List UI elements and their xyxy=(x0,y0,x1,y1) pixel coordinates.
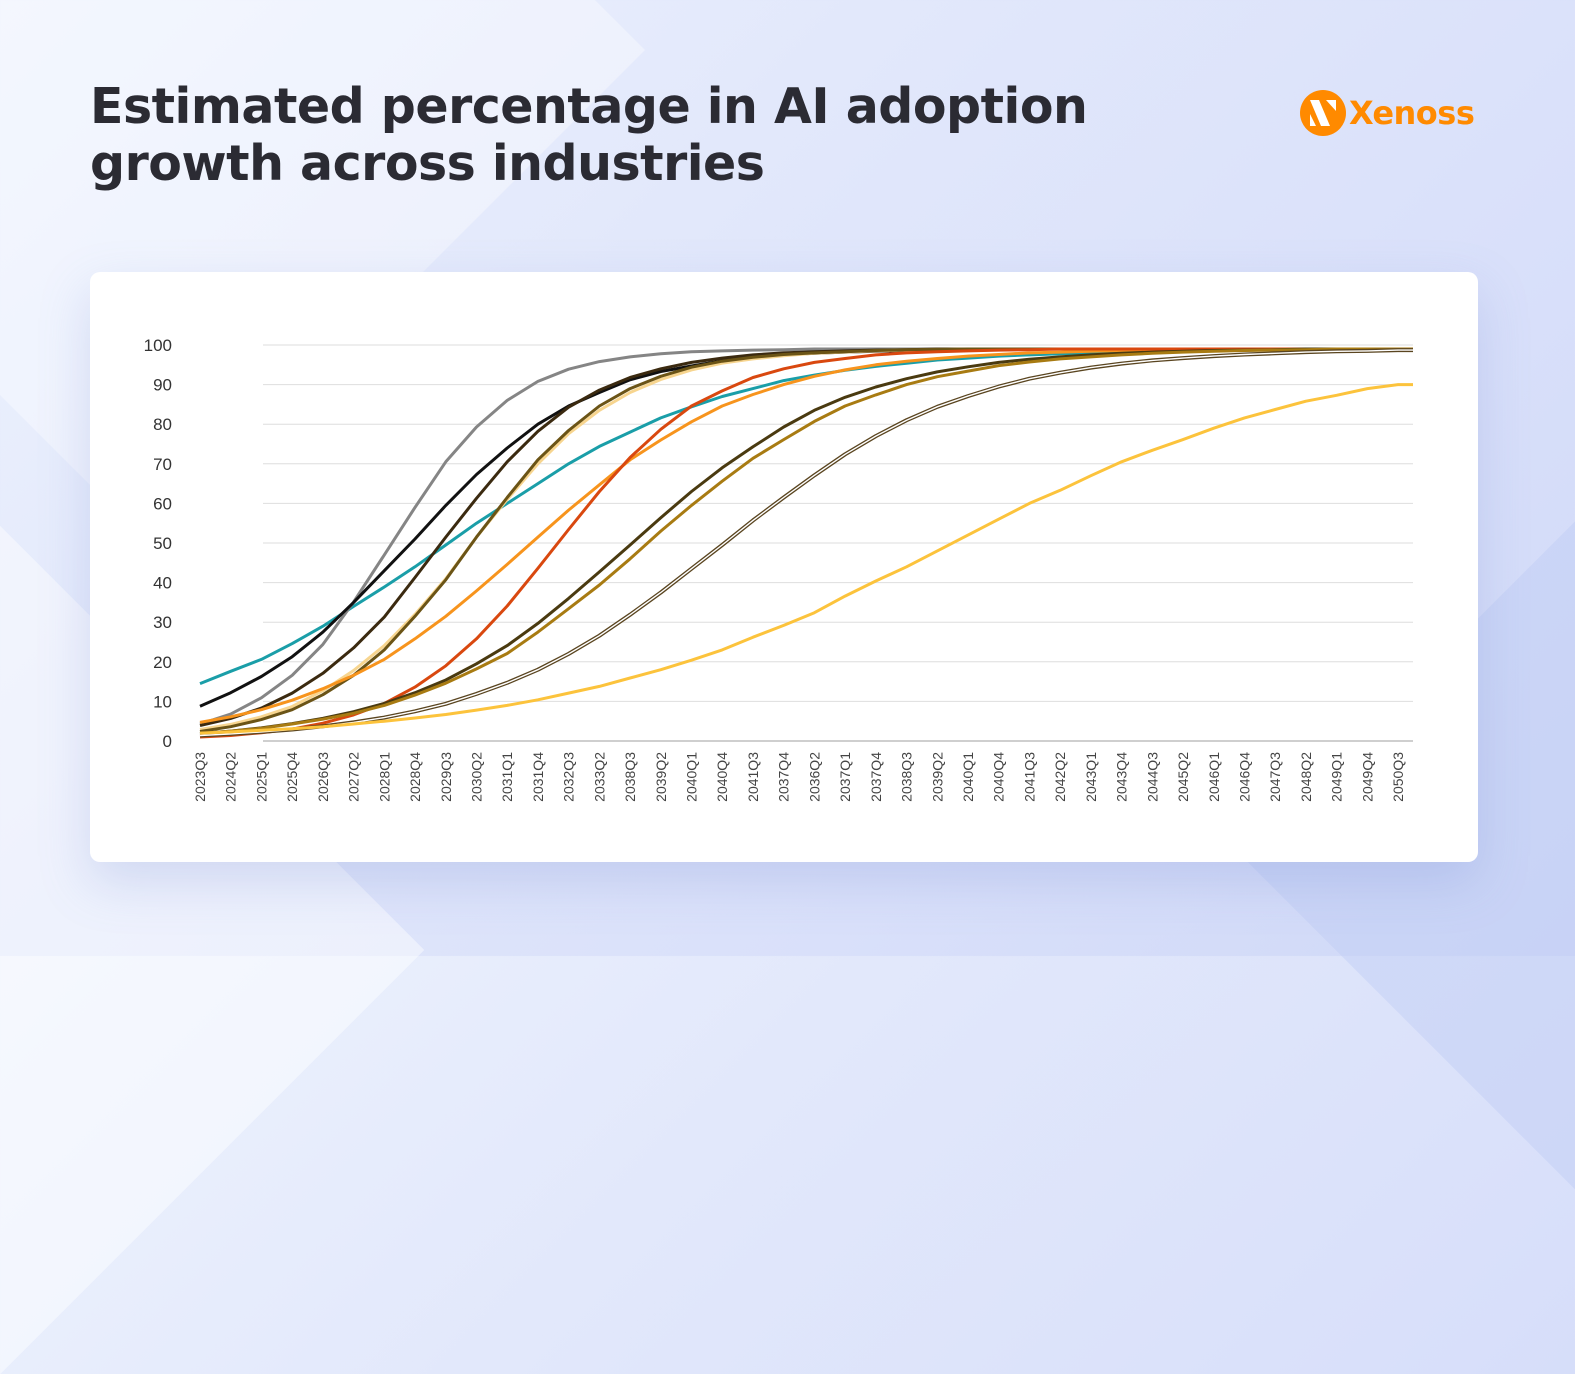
x-tick-label: 2037Q4 xyxy=(776,752,792,802)
series-line-inner xyxy=(199,349,1413,737)
x-tick-label: 2050Q3 xyxy=(1390,752,1406,802)
series-line xyxy=(199,347,1413,724)
x-tick-label: 2029Q3 xyxy=(438,752,454,802)
y-tick-label: 70 xyxy=(153,455,172,474)
x-tick-label: 2042Q2 xyxy=(1052,752,1068,802)
chart-card xyxy=(90,272,1478,862)
x-tick-label: 2028Q4 xyxy=(407,752,423,802)
x-tick-label: 2046Q4 xyxy=(1236,752,1252,802)
x-tick-label: 2030Q2 xyxy=(468,752,484,802)
series-line xyxy=(199,347,1413,685)
x-tick-label: 2040Q4 xyxy=(991,752,1007,802)
x-tick-label: 2043Q1 xyxy=(1083,752,1099,802)
series-line xyxy=(199,347,1413,735)
title-line-2: growth across industries xyxy=(90,135,765,192)
series-line xyxy=(199,383,1413,735)
x-tick-label: 2040Q1 xyxy=(684,752,700,802)
x-tick-label: 2043Q4 xyxy=(1114,752,1130,802)
x-tick-label: 2041Q3 xyxy=(745,752,761,802)
y-tick-label: 80 xyxy=(153,415,172,434)
series-line xyxy=(199,347,1413,735)
x-tick-label: 2049Q1 xyxy=(1329,752,1345,802)
x-tick-label: 2023Q3 xyxy=(192,752,208,802)
y-tick-label: 90 xyxy=(153,376,172,395)
gridlines xyxy=(263,344,1413,742)
y-tick-label: 20 xyxy=(153,653,172,672)
x-tick-label: 2046Q1 xyxy=(1206,752,1222,802)
x-axis-ticks: 2023Q3 2024Q2 2025Q1 2025Q4 2026Q3 2027Q2 2028… xyxy=(192,752,1406,802)
x-tick-label: 2026Q3 xyxy=(315,752,331,802)
x-tick-label: 2048Q2 xyxy=(1298,752,1314,802)
y-tick-label: 60 xyxy=(153,494,172,513)
x-tick-label: 2049Q4 xyxy=(1359,752,1375,802)
x-tick-label: 2038Q3 xyxy=(899,752,915,802)
y-tick-label: 100 xyxy=(144,336,172,355)
series-line xyxy=(199,347,1413,733)
y-tick-label: 10 xyxy=(153,692,172,711)
line-chart: 0 10 20 30 40 50 60 70 80 90 100 2023Q3 2024Q2 2025Q… xyxy=(144,336,1413,802)
logo-text: Xenoss xyxy=(1349,94,1475,132)
xenoss-logo-icon xyxy=(1300,90,1346,136)
title-line-1: Estimated percentage in AI adoption xyxy=(90,78,1088,135)
series-line xyxy=(199,347,1413,731)
series-line xyxy=(199,347,1413,726)
x-tick-label: 2032Q3 xyxy=(561,752,577,802)
x-tick-label: 2044Q3 xyxy=(1144,752,1160,802)
y-tick-label: 30 xyxy=(153,613,172,632)
x-tick-label: 2038Q3 xyxy=(622,752,638,802)
x-tick-label: 2033Q2 xyxy=(591,752,607,802)
y-tick-label: 50 xyxy=(153,534,172,553)
y-axis-ticks: 0 10 20 30 40 50 60 70 80 90 100 xyxy=(144,336,172,751)
x-tick-label: 2037Q1 xyxy=(837,752,853,802)
page-title: Estimated percentage in AI adoption grow… xyxy=(90,78,1140,192)
x-tick-label: 2041Q3 xyxy=(1021,752,1037,802)
x-tick-label: 2031Q4 xyxy=(530,752,546,802)
x-tick-label: 2031Q1 xyxy=(499,752,515,802)
x-tick-label: 2025Q1 xyxy=(253,752,269,802)
xenoss-logo: Xenoss xyxy=(1299,89,1475,137)
y-tick-label: 40 xyxy=(153,574,172,593)
series-line xyxy=(199,347,1413,728)
x-tick-label: 2037Q4 xyxy=(868,752,884,802)
x-tick-label: 2036Q2 xyxy=(806,752,822,802)
series-lines xyxy=(199,347,1413,739)
x-tick-label: 2047Q3 xyxy=(1267,752,1283,802)
x-tick-label: 2040Q4 xyxy=(714,752,730,802)
x-tick-label: 2040Q1 xyxy=(960,752,976,802)
y-tick-label: 0 xyxy=(163,732,172,751)
x-tick-label: 2039Q2 xyxy=(929,752,945,802)
x-tick-label: 2025Q4 xyxy=(284,752,300,802)
x-tick-label: 2039Q2 xyxy=(653,752,669,802)
x-tick-label: 2027Q2 xyxy=(346,752,362,802)
x-tick-label: 2024Q2 xyxy=(223,752,239,802)
x-tick-label: 2045Q2 xyxy=(1175,752,1191,802)
x-tick-label: 2028Q1 xyxy=(376,752,392,802)
